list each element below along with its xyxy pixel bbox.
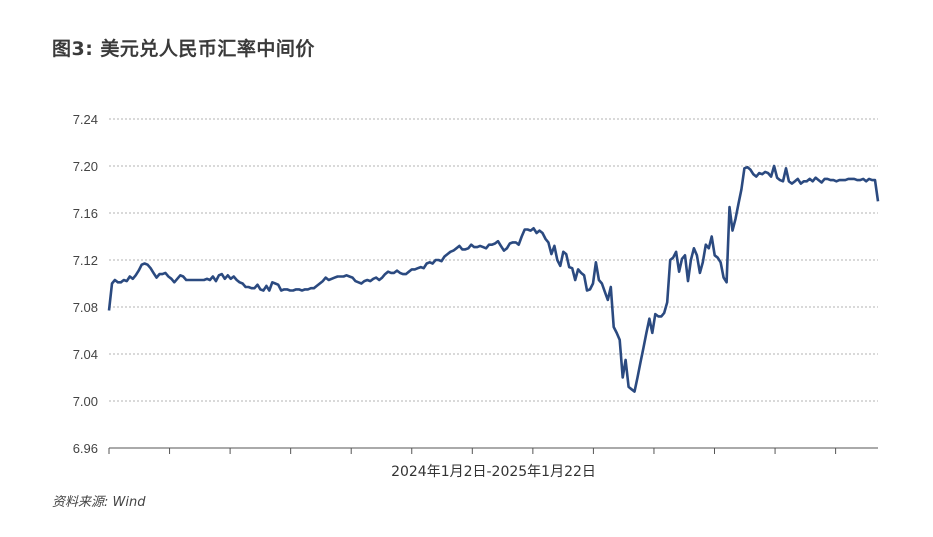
y-tick-label: 7.08	[73, 300, 98, 315]
y-tick-label: 7.24	[73, 112, 98, 127]
series-group	[107, 164, 880, 393]
x-axis-label: 2024年1月2日-2025年1月22日	[391, 464, 596, 480]
y-tick-label: 7.16	[73, 206, 98, 221]
chart-title: 图3: 美元兑人民币汇率中间价	[52, 38, 315, 60]
y-tick-labels: 7.24 7.20 7.16 7.12 7.08 7.04 7.00 6.96	[73, 112, 98, 456]
y-tick-label: 7.00	[73, 394, 98, 409]
y-tick-label: 7.12	[73, 253, 98, 268]
x-axis	[108, 447, 878, 454]
grid-lines	[109, 118, 878, 402]
y-tick-label: 7.20	[73, 159, 98, 174]
series-line	[107, 164, 880, 393]
y-tick-label: 7.04	[73, 347, 98, 362]
source-note: 资料来源: Wind	[52, 495, 146, 510]
y-tick-label: 6.96	[73, 441, 98, 456]
